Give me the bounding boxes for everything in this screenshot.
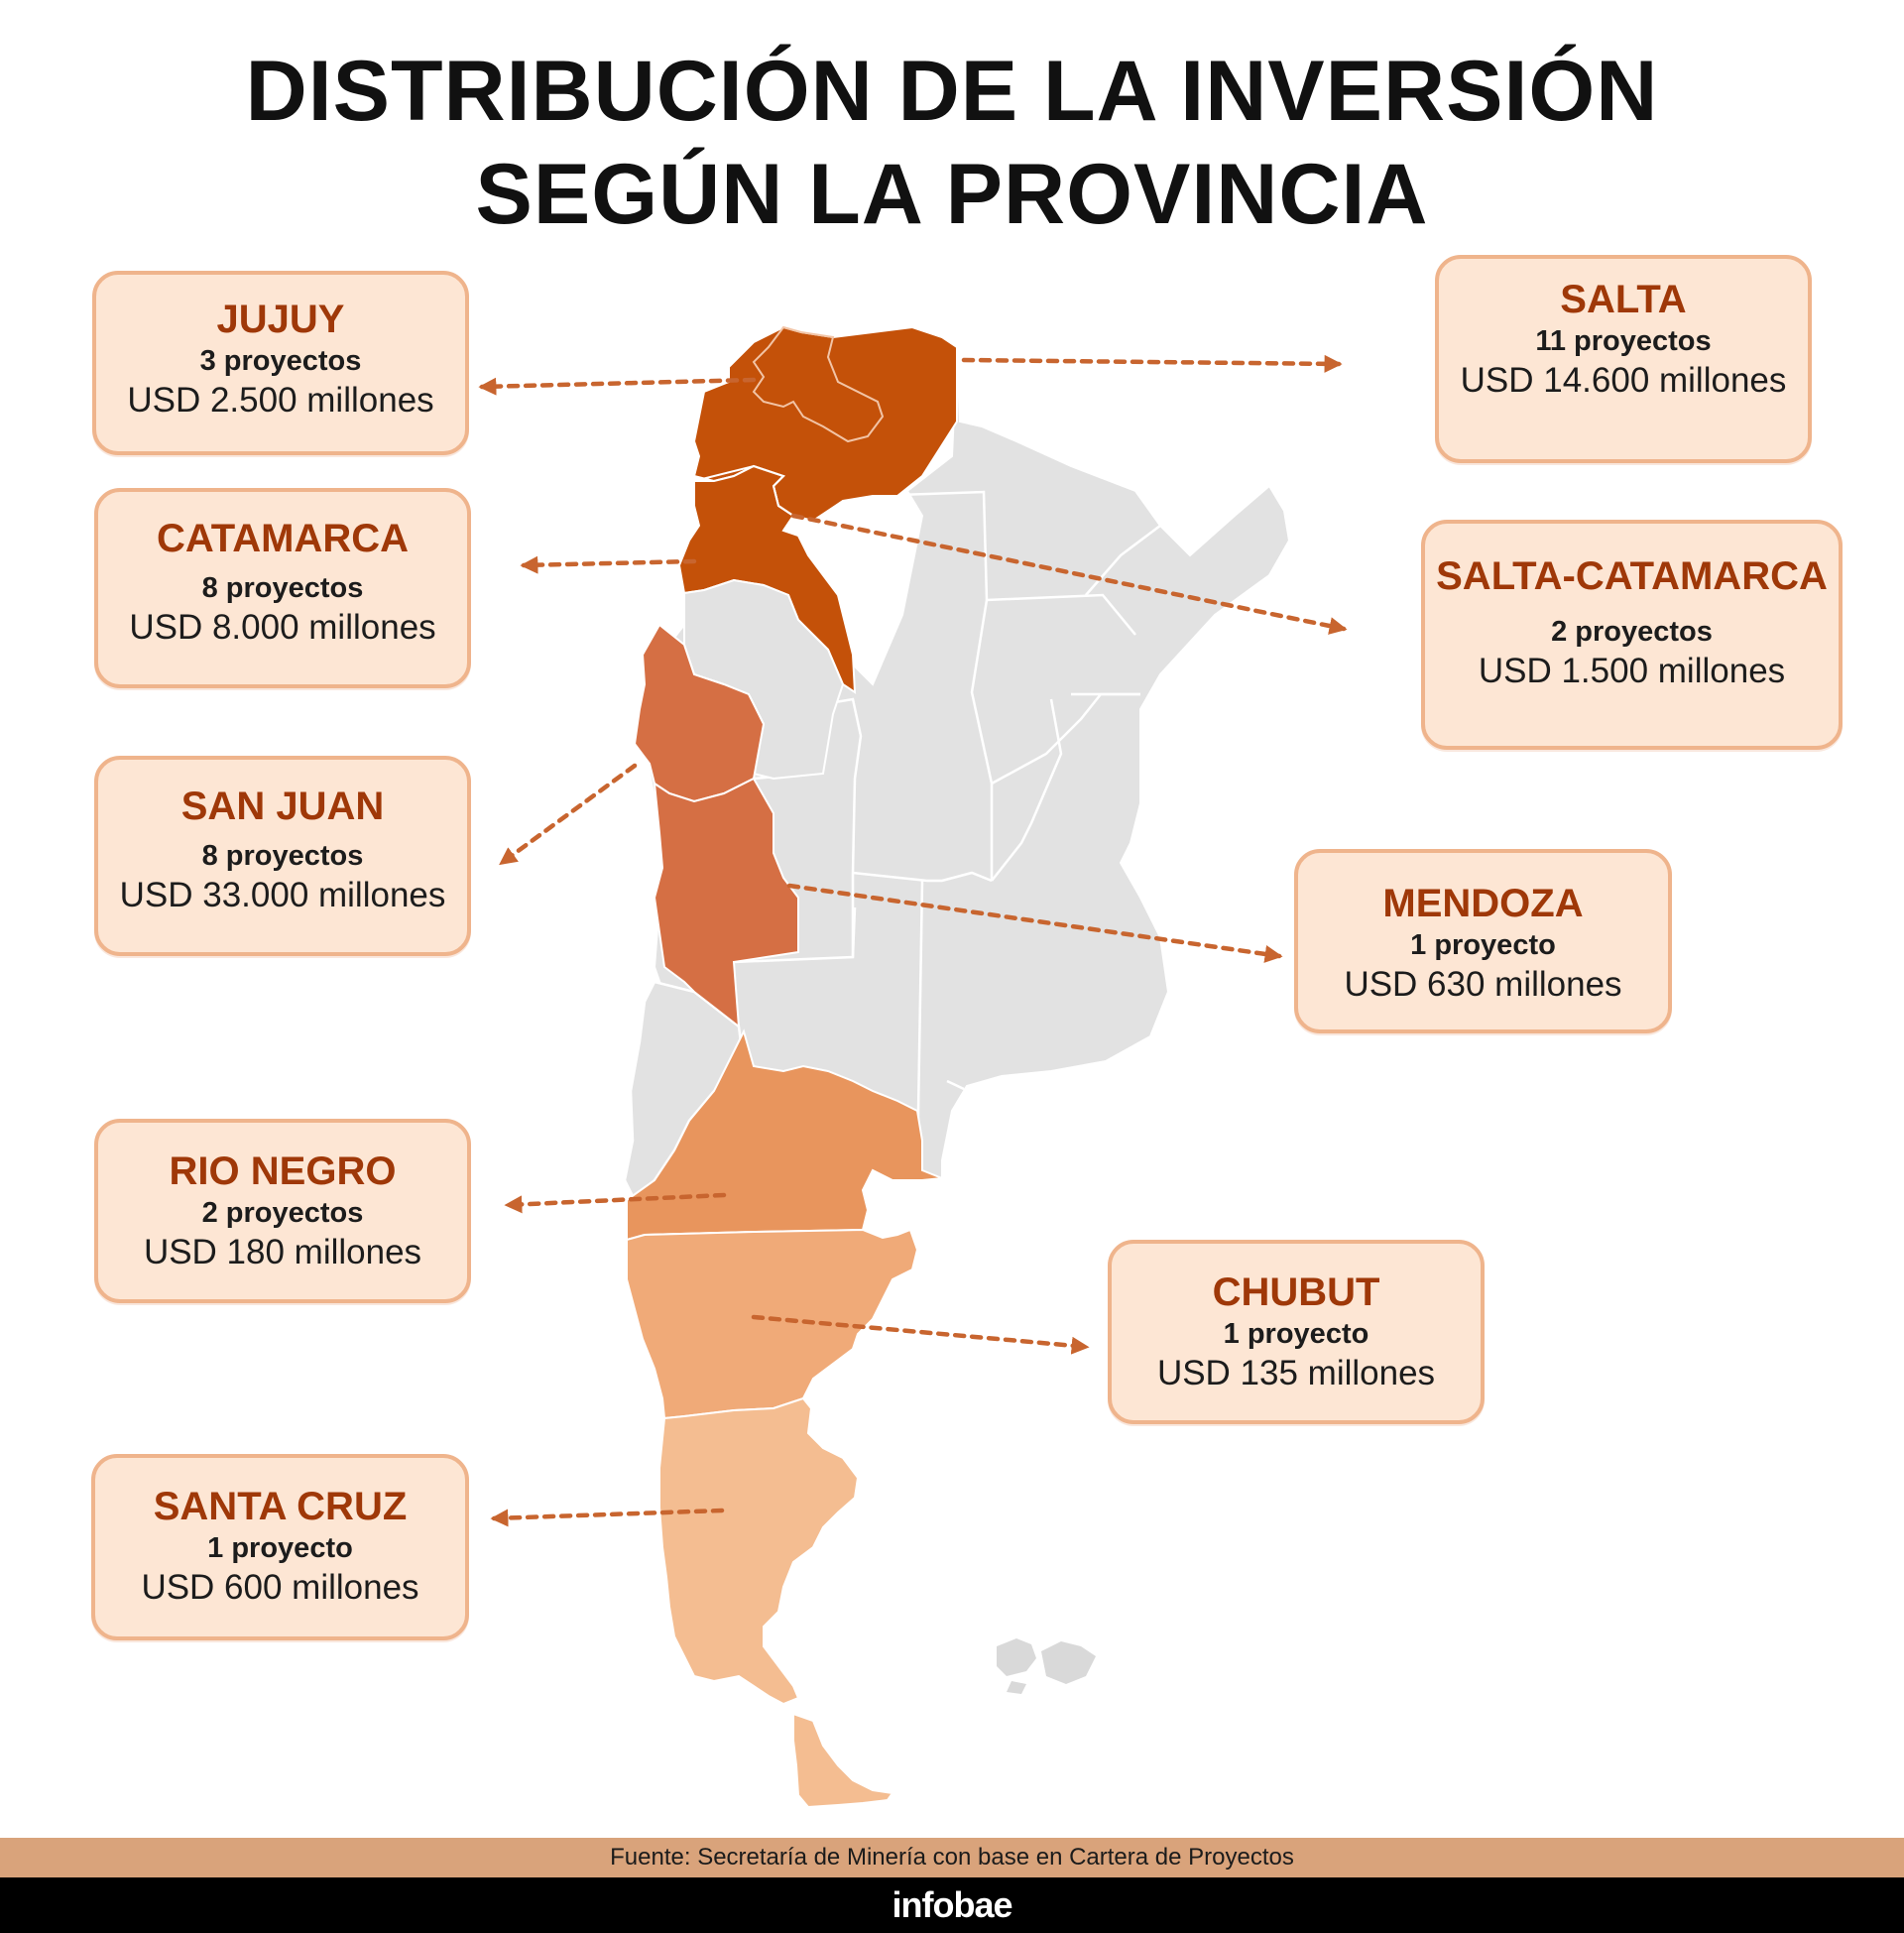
project-count: 8 proyectos bbox=[201, 840, 364, 872]
map-santa-cruz bbox=[658, 1396, 860, 1706]
project-count: 2 proyectos bbox=[1551, 616, 1713, 648]
investment-amount: USD 33.000 millones bbox=[119, 876, 446, 914]
investment-amount: USD 600 millones bbox=[141, 1568, 419, 1607]
project-count: 8 proyectos bbox=[201, 572, 364, 604]
project-count: 11 proyectos bbox=[1535, 325, 1712, 357]
project-count: 1 proyecto bbox=[1410, 929, 1556, 961]
arrow-rio-negro bbox=[504, 1192, 727, 1214]
project-count: 1 proyecto bbox=[207, 1532, 353, 1564]
map-rio-negro bbox=[626, 1028, 943, 1242]
arrow-san-juan bbox=[499, 763, 638, 866]
investment-amount: USD 8.000 millones bbox=[129, 608, 436, 647]
province-name: CHUBUT bbox=[1212, 1270, 1380, 1314]
arrow-salta-catamarca bbox=[790, 513, 1348, 635]
arrow-salta bbox=[961, 354, 1343, 373]
card-mendoza: MENDOZA 1 proyecto USD 630 millones bbox=[1294, 849, 1672, 1033]
province-name: RIO NEGRO bbox=[169, 1149, 397, 1193]
map-tierra-del-fuego bbox=[792, 1712, 894, 1809]
investment-amount: USD 135 millones bbox=[1156, 1354, 1436, 1392]
province-name: JUJUY bbox=[216, 298, 345, 341]
arrow-mendoza bbox=[786, 883, 1283, 963]
province-name: SAN JUAN bbox=[180, 785, 385, 828]
province-name: SALTA-CATAMARCA bbox=[1436, 554, 1828, 598]
project-count: 3 proyectos bbox=[199, 345, 362, 377]
province-name: CATAMARCA bbox=[156, 517, 410, 560]
map-mendoza bbox=[653, 777, 799, 1029]
arrow-chubut bbox=[751, 1314, 1090, 1355]
province-name: MENDOZA bbox=[1382, 882, 1584, 925]
card-chubut: CHUBUT 1 proyecto USD 135 millones bbox=[1108, 1240, 1485, 1424]
province-name: SALTA bbox=[1560, 278, 1687, 321]
investment-amount: USD 2.500 millones bbox=[127, 381, 434, 420]
arrow-santa-cruz bbox=[490, 1508, 725, 1527]
investment-amount: USD 1.500 millones bbox=[1478, 652, 1786, 690]
title-line-1: DISTRIBUCIÓN DE LA INVERSIÓN bbox=[245, 44, 1659, 139]
title-line-2: SEGÚN LA PROVINCIA bbox=[475, 147, 1429, 242]
card-jujuy: JUJUY 3 proyectos USD 2.500 millones bbox=[92, 271, 469, 455]
card-san-juan: SAN JUAN 8 proyectos USD 33.000 millones bbox=[94, 756, 471, 956]
investment-amount: USD 180 millones bbox=[143, 1233, 422, 1271]
card-salta-catamarca: SALTA-CATAMARCA 2 proyectos USD 1.500 mi… bbox=[1421, 520, 1843, 750]
arrow-catamarca bbox=[520, 555, 697, 574]
project-count: 2 proyectos bbox=[201, 1197, 364, 1229]
card-salta: SALTA 11 proyectos USD 14.600 millones bbox=[1435, 255, 1812, 463]
map-jujuy-outline bbox=[752, 325, 885, 443]
investment-amount: USD 630 millones bbox=[1344, 965, 1622, 1004]
brand-logo: infobae bbox=[0, 1877, 1904, 1933]
card-santa-cruz: SANTA CRUZ 1 proyecto USD 600 millones bbox=[91, 1454, 469, 1640]
source-footer: Fuente: Secretaría de Minería con base e… bbox=[0, 1838, 1904, 1877]
arrow-jujuy bbox=[478, 377, 757, 396]
leader-arrows bbox=[478, 354, 1348, 1527]
card-catamarca: CATAMARCA 8 proyectos USD 8.000 millones bbox=[94, 488, 471, 688]
project-count: 1 proyecto bbox=[1223, 1318, 1369, 1350]
province-name: SANTA CRUZ bbox=[153, 1485, 408, 1528]
card-rio-negro: RIO NEGRO 2 proyectos USD 180 millones bbox=[94, 1119, 471, 1303]
page-title: DISTRIBUCIÓN DE LA INVERSIÓN SEGÚN LA PR… bbox=[0, 40, 1904, 246]
map-chubut bbox=[626, 1228, 919, 1420]
investment-amount: USD 14.600 millones bbox=[1460, 361, 1787, 400]
map-malvinas bbox=[997, 1638, 1096, 1694]
